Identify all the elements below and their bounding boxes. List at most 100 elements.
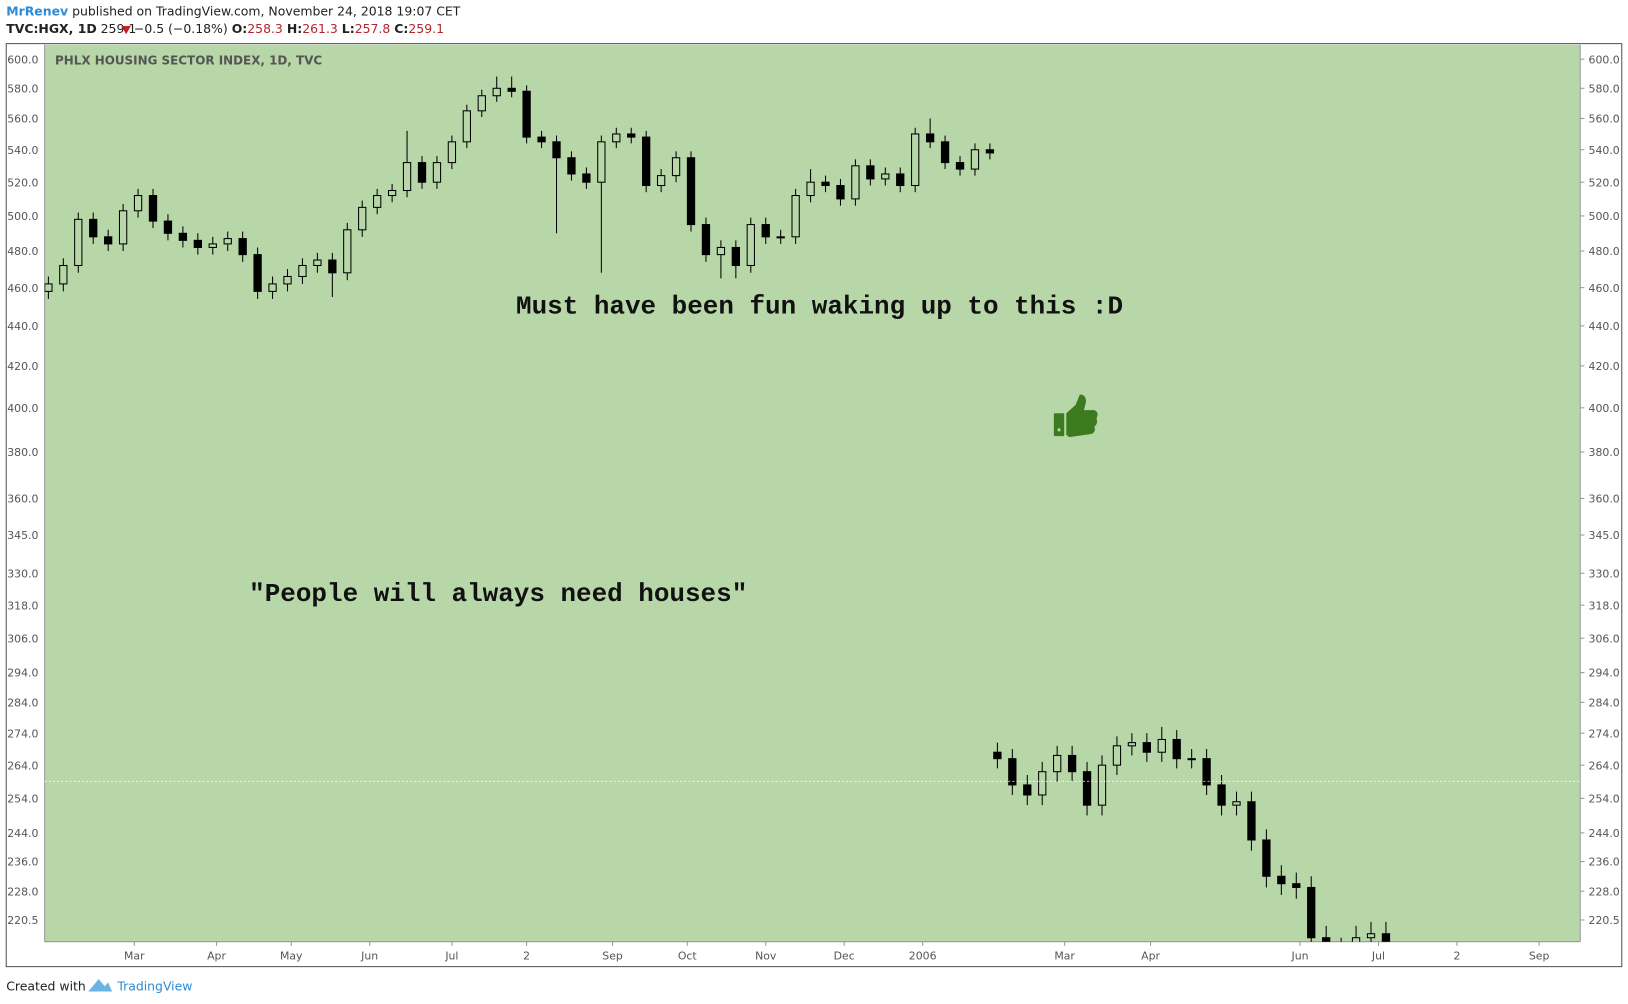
candle-body xyxy=(1053,754,1062,773)
candle-body xyxy=(761,224,770,238)
candle-body xyxy=(358,206,367,231)
candle-body xyxy=(238,238,247,256)
candle-body xyxy=(89,218,98,238)
y-tick-label: 500.0 xyxy=(7,210,38,223)
candle-body xyxy=(671,157,681,177)
candle-body xyxy=(298,264,307,278)
y-tick-label: 600.0 xyxy=(1589,53,1620,66)
candle-body xyxy=(746,224,755,267)
candle-body xyxy=(642,136,651,187)
candle-body xyxy=(940,141,950,164)
candle-body xyxy=(955,162,965,170)
author[interactable]: MrRenev xyxy=(6,4,68,19)
candle-body xyxy=(911,133,920,187)
candle-body xyxy=(627,133,636,138)
x-tick-label: 2 xyxy=(523,949,530,962)
candle-body xyxy=(1322,937,1331,942)
y-tick-label: 600.0 xyxy=(7,53,38,66)
candle-body xyxy=(133,195,143,212)
y-tick-label: 318.0 xyxy=(7,599,38,612)
annotation: "People will always need houses" xyxy=(249,579,747,609)
candle-body xyxy=(1277,875,1286,885)
y-tick-label: 254.0 xyxy=(7,793,38,806)
down-arrow xyxy=(121,25,131,35)
candle-body xyxy=(1023,784,1032,796)
candle-body xyxy=(1172,738,1181,760)
y-tick-label: 440.0 xyxy=(1589,320,1620,333)
candle-body xyxy=(193,239,202,248)
candle-body xyxy=(343,229,352,274)
x-tick-label: Jun xyxy=(360,949,378,962)
candle-body xyxy=(402,162,412,192)
y-tick-label: 274.0 xyxy=(7,727,38,740)
candle-body xyxy=(283,275,292,285)
x-tick-label: Mar xyxy=(124,949,145,962)
candle-body xyxy=(1232,801,1241,806)
ohlc-value: 258.3 xyxy=(247,21,283,36)
y-tick-label: 284.0 xyxy=(7,697,38,710)
x-tick-label: Jul xyxy=(444,949,458,962)
candle-body xyxy=(881,173,890,180)
candles xyxy=(44,76,1391,942)
candle-body xyxy=(1038,771,1047,796)
candle-body xyxy=(1217,784,1226,806)
candle-body xyxy=(163,220,173,234)
x-tick-label: Apr xyxy=(207,949,226,962)
candle-body xyxy=(701,224,711,256)
y-tick-label: 500.0 xyxy=(1589,210,1620,223)
last-price: 259.1 xyxy=(101,21,137,36)
ohlc-value: 259.1 xyxy=(408,21,444,36)
x-tick-label: 2 xyxy=(1453,949,1460,962)
y-tick-label: 294.0 xyxy=(7,667,38,680)
candle-body xyxy=(462,110,471,143)
y-tick-label: 330.0 xyxy=(7,567,38,580)
candle-body xyxy=(59,264,68,285)
candle-body xyxy=(656,175,666,187)
candle-body xyxy=(731,246,741,267)
candle-body xyxy=(1097,764,1107,806)
y-tick-label: 294.0 xyxy=(1589,667,1620,680)
y-tick-label: 580.0 xyxy=(7,82,38,95)
candle-body xyxy=(821,181,830,187)
footer-brand[interactable]: TradingView xyxy=(116,979,192,994)
candle-body xyxy=(44,283,53,292)
candle-body xyxy=(537,136,546,143)
y-tick-label: 420.0 xyxy=(1589,360,1620,373)
y-tick-label: 244.0 xyxy=(1589,827,1620,840)
chart-title: PHLX HOUSING SECTOR INDEX, 1D, TVC xyxy=(55,53,322,67)
y-tick-label: 520.0 xyxy=(1589,176,1620,189)
candle-body xyxy=(1008,758,1017,786)
y-tick-label: 236.0 xyxy=(1589,856,1620,869)
candle-body xyxy=(791,195,800,238)
candle-body xyxy=(925,133,935,143)
candle-body xyxy=(776,236,785,239)
ohlc-label: O: xyxy=(232,21,248,36)
y-tick-label: 560.0 xyxy=(7,113,38,126)
thumbs-up-icon xyxy=(1053,394,1098,438)
y-tick-label: 540.0 xyxy=(7,144,38,157)
candle-body xyxy=(1366,933,1376,939)
ohlc-value: 257.8 xyxy=(355,21,391,36)
candle-body xyxy=(1142,742,1151,753)
candle-body xyxy=(104,236,113,245)
y-tick-label: 480.0 xyxy=(7,245,38,258)
candle-body xyxy=(866,165,875,180)
y-tick-label: 264.0 xyxy=(7,759,38,772)
published: published on TradingView.com, November 2… xyxy=(72,4,461,19)
candle-body xyxy=(223,238,232,245)
y-tick-label: 220.5 xyxy=(7,914,38,927)
candle-body xyxy=(1187,758,1196,761)
y-tick-label: 284.0 xyxy=(1589,697,1620,710)
symbol-line: TVC:HGX, 1D 259.1 xyxy=(6,21,136,36)
y-tick-label: 400.0 xyxy=(7,402,38,415)
y-tick-label: 264.0 xyxy=(1589,759,1620,772)
candle-body xyxy=(268,283,277,292)
ohlc-value: 261.3 xyxy=(302,21,338,36)
y-tick-label: 254.0 xyxy=(1589,793,1620,806)
candle-body xyxy=(851,165,860,200)
y-tick-label: 540.0 xyxy=(1589,144,1620,157)
y-tick-label: 330.0 xyxy=(1589,567,1620,580)
candle-body xyxy=(597,141,606,183)
